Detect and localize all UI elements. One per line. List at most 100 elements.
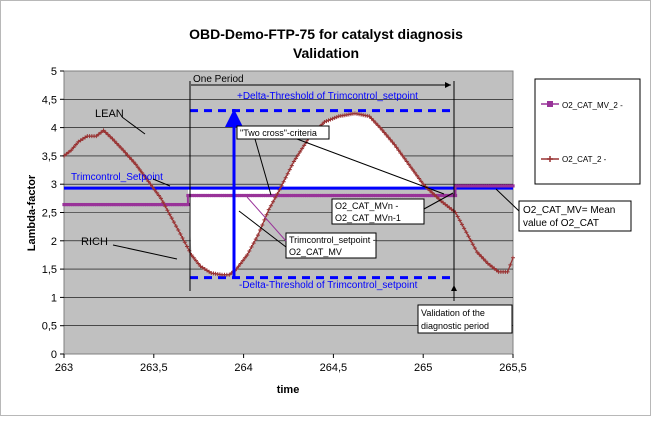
data-point	[371, 193, 376, 198]
data-point	[253, 237, 258, 242]
data-point	[339, 193, 343, 198]
data-point	[470, 184, 475, 188]
x-tick-label: 264	[234, 362, 252, 374]
data-point	[436, 193, 440, 198]
data-point	[294, 193, 298, 198]
difference-label-line1: Trimcontrol_setpoint -	[289, 235, 376, 245]
data-point	[367, 114, 372, 119]
data-point	[369, 116, 374, 121]
data-point	[255, 233, 260, 238]
data-point	[298, 149, 303, 154]
data-point	[148, 182, 153, 187]
rich-label: RICH	[81, 236, 108, 248]
data-point	[247, 248, 252, 253]
data-point	[473, 184, 477, 188]
y-tick-label: 0	[51, 349, 57, 361]
data-point	[468, 238, 473, 243]
x-axis-ticks: 263 263,5 264 264,5 265 265,5	[55, 354, 527, 374]
y-tick-label: 3,5	[42, 151, 57, 163]
data-point	[207, 193, 212, 198]
data-point	[421, 193, 425, 198]
data-point	[214, 193, 218, 198]
data-point	[275, 191, 280, 196]
data-point	[470, 242, 475, 247]
data-point	[114, 141, 119, 146]
data-point	[199, 193, 203, 198]
data-point	[97, 202, 101, 207]
data-point	[445, 193, 449, 198]
data-point	[488, 263, 493, 268]
data-point	[273, 195, 278, 200]
data-point	[356, 193, 361, 198]
setpoint-pointer	[152, 178, 171, 187]
data-point	[227, 193, 231, 198]
data-point	[154, 190, 159, 195]
data-point	[398, 151, 403, 156]
data-point	[378, 193, 382, 198]
data-point	[264, 193, 268, 198]
data-point	[99, 202, 103, 207]
data-point	[402, 156, 407, 161]
data-point	[173, 202, 177, 207]
data-point	[343, 193, 348, 198]
data-point	[449, 207, 454, 212]
data-point	[197, 193, 201, 198]
data-point	[410, 168, 415, 173]
data-point	[309, 193, 313, 198]
data-point	[320, 193, 324, 198]
data-point	[210, 193, 214, 198]
data-point	[207, 269, 212, 274]
data-point	[185, 244, 190, 249]
data-point	[492, 266, 497, 271]
data-point	[127, 202, 131, 207]
data-point	[380, 193, 384, 198]
data-point	[363, 193, 367, 198]
data-point	[198, 264, 203, 269]
data-point	[296, 193, 300, 198]
data-point	[483, 184, 487, 188]
data-point	[434, 194, 439, 199]
data-point	[287, 193, 291, 198]
data-point	[69, 148, 74, 153]
legend-label-mv: O2_CAT_MV_2 -	[562, 101, 623, 110]
data-point	[235, 193, 240, 198]
data-point	[101, 128, 106, 133]
data-point	[328, 193, 332, 198]
data-point	[140, 170, 145, 175]
data-point	[313, 193, 317, 198]
data-point	[511, 255, 515, 260]
data-point	[371, 118, 376, 123]
data-point	[96, 132, 101, 137]
data-point	[243, 255, 248, 260]
data-point	[455, 214, 460, 219]
data-point	[216, 193, 220, 198]
data-point	[350, 193, 354, 198]
data-point	[259, 193, 263, 198]
data-point	[451, 193, 455, 198]
plus-delta-label: +Delta-Threshold of Trimcontrol_setpoint	[237, 91, 418, 102]
data-point	[253, 193, 257, 198]
data-point	[287, 167, 292, 172]
data-point	[202, 266, 207, 271]
data-point	[388, 137, 393, 142]
series-o2-cat-mv	[62, 184, 515, 207]
data-point	[271, 199, 276, 204]
data-point	[375, 123, 380, 128]
x-tick-label: 263,5	[140, 362, 168, 374]
data-point	[434, 193, 438, 198]
data-point	[187, 248, 192, 253]
data-point	[392, 142, 397, 147]
data-point	[186, 202, 190, 207]
data-point	[118, 202, 123, 207]
data-point	[112, 139, 117, 144]
data-point	[164, 202, 168, 207]
data-point	[334, 115, 339, 120]
data-point	[289, 193, 294, 198]
data-point	[123, 150, 128, 155]
mean-value-callout: O2_CAT_MV= Mean value of O2_CAT	[495, 188, 632, 232]
data-point	[94, 134, 99, 139]
data-point	[119, 145, 124, 150]
data-point	[200, 265, 205, 270]
data-point	[270, 193, 274, 198]
data-point	[333, 193, 337, 198]
